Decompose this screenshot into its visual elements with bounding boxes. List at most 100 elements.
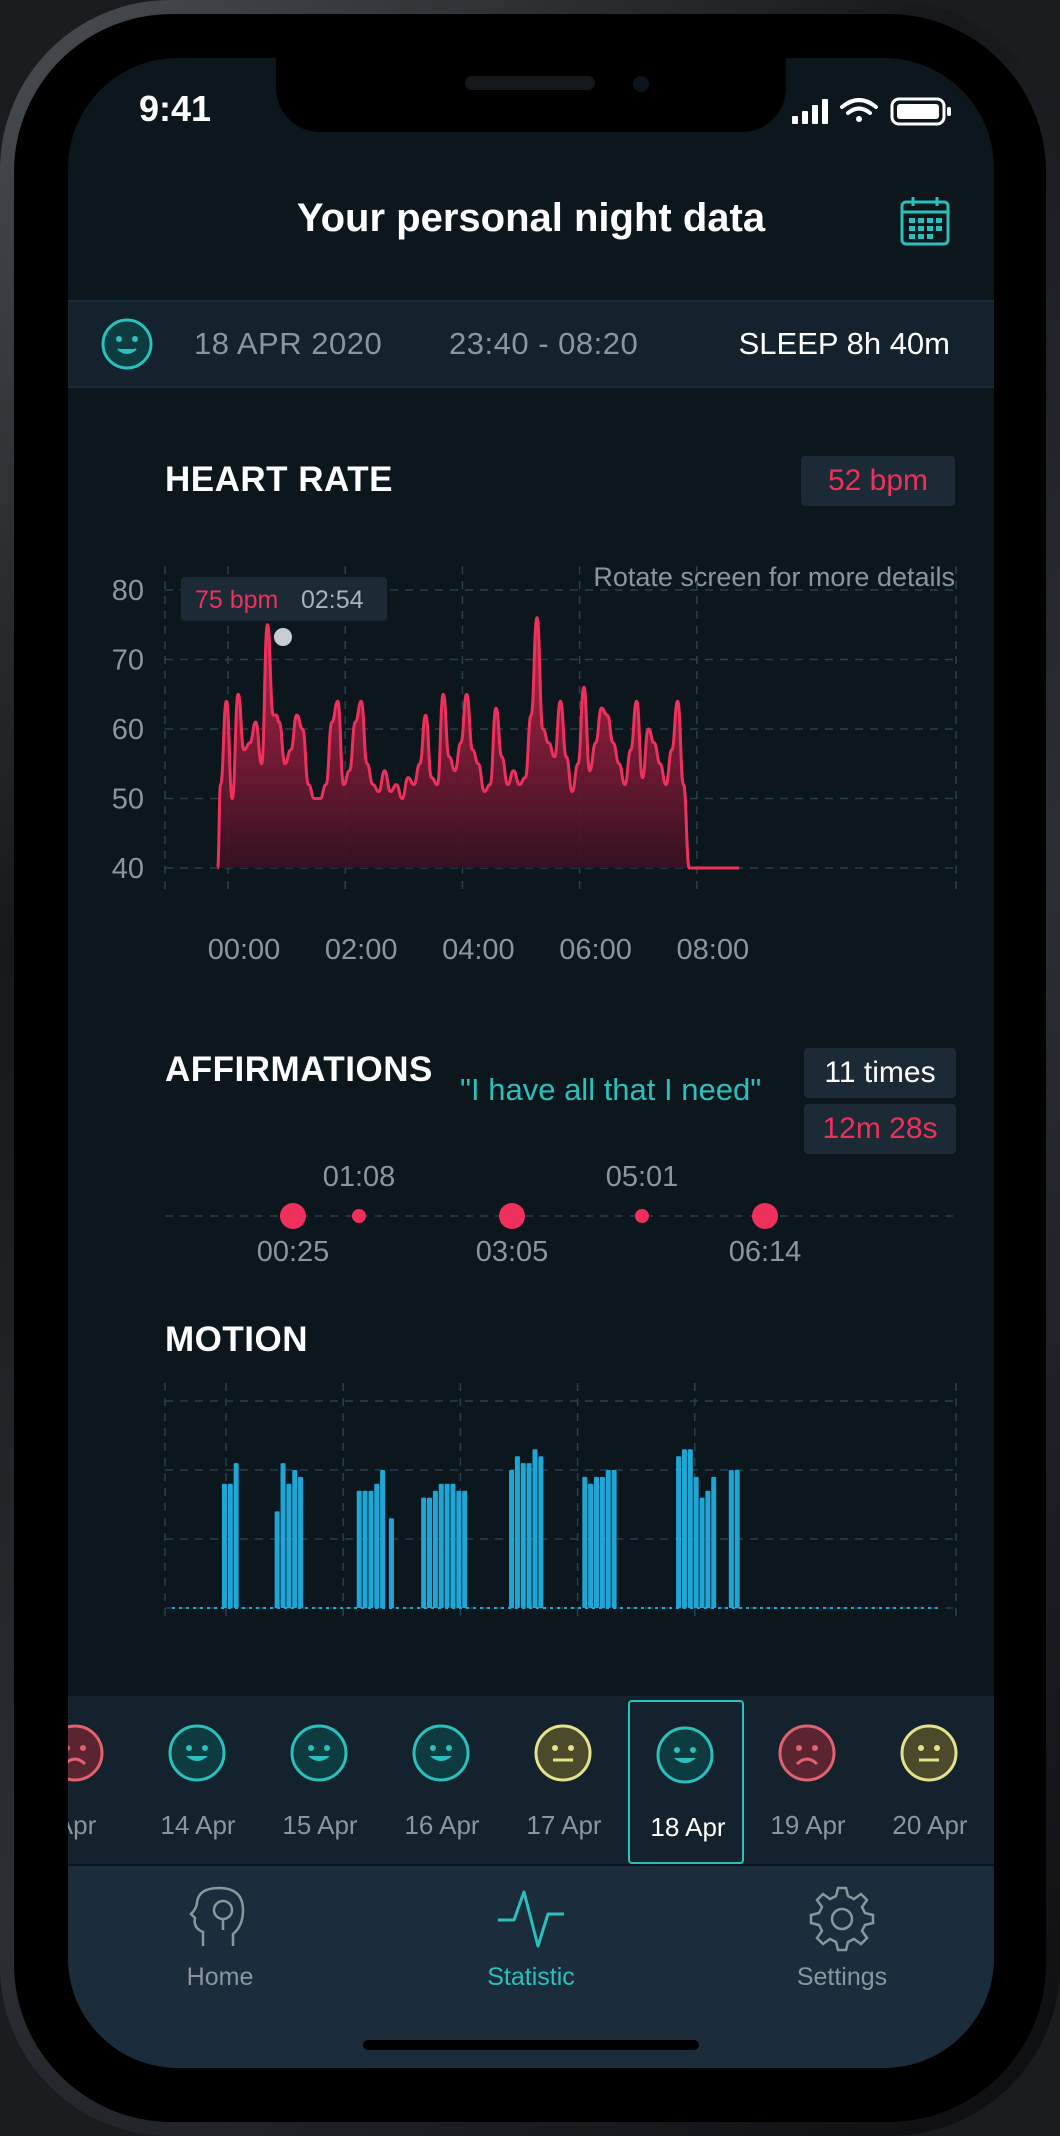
affirmation-marker[interactable] — [752, 1203, 778, 1229]
hr-ytick-label: 50 — [112, 784, 144, 816]
day-item[interactable]: 14 Apr — [140, 1696, 256, 1864]
front-camera — [633, 76, 649, 92]
motion-bar — [509, 1470, 515, 1608]
day-label: 14 Apr — [160, 1810, 236, 1840]
mood-sad-icon — [68, 1724, 106, 1789]
motion-bar — [734, 1470, 740, 1608]
hr-xtick-label: 04:00 — [442, 934, 515, 966]
affirmation-marker[interactable] — [499, 1203, 525, 1229]
day-item[interactable]: 19 Apr — [750, 1696, 866, 1864]
tab-statistic-label: Statistic — [487, 1963, 575, 1991]
day-item[interactable]: 18 Apr — [628, 1700, 744, 1864]
motion-bar — [280, 1463, 286, 1608]
hr-xtick-label: 00:00 — [208, 934, 281, 966]
motion-bar — [520, 1463, 526, 1608]
motion-bar — [582, 1476, 588, 1608]
status-icons — [792, 96, 962, 131]
day-label: 15 Apr — [282, 1810, 358, 1840]
motion-bar — [421, 1497, 427, 1608]
motion-bar — [676, 1456, 682, 1608]
tab-bar: Home Statistic Settings — [68, 1866, 994, 2068]
day-item[interactable]: 20 Apr — [872, 1696, 988, 1864]
day-label: 19 Apr — [770, 1810, 846, 1840]
tab-statistic[interactable]: Statistic — [431, 1884, 631, 1992]
motion-bar — [699, 1497, 705, 1608]
tooltip-bpm: 75 bpm — [195, 586, 278, 614]
day-label: 18 Apr — [650, 1812, 726, 1842]
heart-rate-tooltip: 75 bpm 02:54 — [181, 577, 387, 646]
day-item[interactable]: 16 Apr — [384, 1696, 500, 1864]
speaker-grille — [465, 76, 595, 90]
affirmation-duration-badge: 12m 28s — [804, 1104, 956, 1154]
day-item[interactable]: 15 Apr — [262, 1696, 378, 1864]
app-screen: 9:41 Yo — [68, 58, 994, 2068]
motion-bar — [526, 1463, 532, 1608]
pulse-icon — [498, 1890, 564, 1948]
motion-bar — [427, 1497, 433, 1608]
motion-bar — [728, 1470, 734, 1608]
calendar-icon[interactable] — [898, 194, 954, 255]
motion-bar — [693, 1476, 699, 1608]
motion-bar — [687, 1449, 693, 1608]
day-item[interactable]: Apr — [68, 1696, 134, 1864]
heart-rate-line — [216, 616, 740, 870]
tooltip-peak-marker — [274, 628, 292, 646]
hr-ytick-label: 80 — [112, 575, 144, 607]
motion-bar — [368, 1490, 374, 1608]
home-indicator[interactable] — [363, 2040, 699, 2050]
motion-bar — [380, 1470, 386, 1608]
day-item[interactable]: 17 Apr — [506, 1696, 622, 1864]
affirmation-time-label: 03:05 — [476, 1236, 549, 1268]
motion-bar — [681, 1449, 687, 1608]
sleep-duration: SLEEP 8h 40m — [738, 326, 950, 361]
battery-icon — [890, 97, 951, 126]
mood-happy-icon — [100, 317, 154, 376]
affirmation-marker[interactable] — [352, 1209, 366, 1223]
tab-settings-label: Settings — [796, 1963, 888, 1991]
heart-rate-title: HEART RATE — [165, 460, 393, 499]
gear-icon — [809, 1886, 875, 1952]
hr-xtick-label: 02:00 — [325, 934, 398, 966]
affirmation-time-label: 01:08 — [323, 1161, 396, 1193]
tab-home-label: Home — [186, 1963, 254, 1991]
mood-sad-icon — [778, 1724, 838, 1789]
night-summary-bar: 18 APR 2020 23:40 - 08:20 SLEEP 8h 40m — [68, 300, 994, 388]
cellular-signal-icon — [792, 99, 828, 124]
day-label: 16 Apr — [404, 1810, 480, 1840]
affirmation-marker[interactable] — [635, 1209, 649, 1223]
mood-happy-icon — [168, 1724, 228, 1789]
hr-ytick-label: 60 — [112, 714, 144, 746]
night-time-range: 23:40 - 08:20 — [449, 326, 639, 361]
affirmation-quote: "I have all that I need" — [460, 1072, 762, 1107]
affirmation-marker[interactable] — [280, 1203, 306, 1229]
motion-bar — [444, 1483, 450, 1608]
motion-bar — [599, 1476, 605, 1608]
current-bpm-badge: 52 bpm — [801, 456, 955, 506]
status-time: 9:41 — [139, 88, 212, 129]
motion-bar — [605, 1470, 611, 1608]
motion-bar — [456, 1490, 462, 1608]
wifi-icon — [840, 98, 878, 122]
affirmations-title: AFFIRMATIONS — [165, 1050, 433, 1089]
motion-bar — [588, 1483, 594, 1608]
mood-neutral-icon — [900, 1724, 960, 1789]
day-selector[interactable]: Apr 14 Apr 15 Apr 16 Apr 17 Apr 18 Apr 19 Apr 2… — [68, 1696, 994, 1864]
motion-bar — [538, 1456, 544, 1608]
mood-happy-icon — [412, 1724, 472, 1789]
motion-bar — [298, 1476, 304, 1608]
motion-bar — [356, 1490, 362, 1608]
tab-home[interactable]: Home — [120, 1884, 320, 1992]
motion-bar — [286, 1483, 292, 1608]
hr-ytick-label: 70 — [112, 645, 144, 677]
day-label: 17 Apr — [526, 1810, 602, 1840]
motion-bar — [227, 1483, 233, 1608]
day-label: Apr — [68, 1810, 97, 1840]
notch — [276, 58, 786, 132]
charts-canvas: 80 70 60 50 40 00:00 02:00 04:00 06:00 08:00 75 … — [112, 566, 957, 1698]
motion-bar — [611, 1470, 617, 1608]
tooltip-time: 02:54 — [301, 586, 364, 614]
motion-bar — [594, 1476, 600, 1608]
tab-settings[interactable]: Settings — [742, 1884, 942, 1992]
motion-bar — [532, 1449, 538, 1608]
motion-title: MOTION — [165, 1320, 308, 1359]
